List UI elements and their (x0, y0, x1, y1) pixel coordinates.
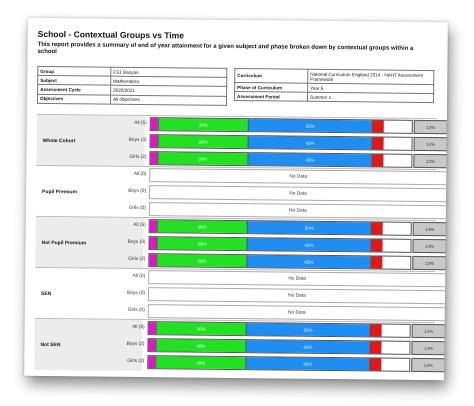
info-key: Objectives (37, 93, 111, 104)
attainment-bar: 36% 42% (148, 236, 412, 253)
blue-segment: 42% (247, 136, 372, 150)
report-info-left: Group FS1 Banyan Subject Mathematics Asses… (37, 66, 227, 106)
report-page: School - Contextual Groups vs Time This … (24, 17, 448, 381)
row-label: All (5) (133, 222, 146, 229)
blue-segment: 50% (245, 323, 370, 337)
green-segment: 36% (155, 339, 246, 353)
row-label: Girls (2) (127, 358, 145, 365)
info-key: Assessment Period (234, 91, 308, 102)
attainment-bar: 36% 50% (147, 321, 411, 338)
report-info-right: Curriculum National Curriculum England 20… (234, 68, 434, 103)
red-segment (370, 222, 383, 235)
red-segment (371, 137, 384, 150)
report-title: School - Contextual Groups vs Time (37, 28, 185, 41)
no-data-cell: No Data (147, 287, 447, 305)
grey-segment: 14% (411, 340, 446, 356)
blue-segment: 45% (246, 255, 371, 269)
red-segment (370, 239, 383, 252)
contextual-group: Whole Cohort All (5) 36% 50% 14% Boys (3) 36% 4… (36, 113, 448, 171)
blue-segment: 45% (247, 153, 372, 167)
grey-segment: 14% (412, 238, 447, 254)
grey-segment: 13% (412, 255, 447, 271)
row-label: Boys (3) (128, 137, 147, 144)
attainment-bar: 36% 50% (148, 219, 412, 236)
blue-segment: 45% (245, 357, 370, 371)
contextual-group: Pupil Premium All (0) No Data Boys (0) No Da… (35, 164, 448, 222)
no-data-cell: No Data (149, 168, 448, 186)
contextual-group: SEN All (0) No Data Boys (0) No Data Girls (0… (34, 266, 447, 324)
red-segment (371, 154, 384, 167)
contextual-group: Not SEN All (5) 36% 50% 14% Boys (3) 36% 42% 14%… (34, 317, 446, 375)
red-segment (369, 341, 382, 354)
row-label: Girls (2) (129, 154, 147, 161)
info-row-period: Assessment Period Summer 1 (234, 91, 434, 103)
row-label: Boys (3) (127, 239, 146, 246)
blue-segment: 42% (245, 340, 370, 354)
green-segment: 39% (155, 356, 246, 370)
contextual-group: Not Pupil Premium All (5) 36% 50% 14% Boys (3… (35, 215, 447, 273)
no-data-cell: No Data (148, 185, 448, 203)
grey-segment: 14% (413, 136, 448, 152)
green-segment: 39% (157, 152, 248, 166)
attainment-grid: Whole Cohort All (5) 36% 50% 14% Boys (3) 36% 4… (34, 113, 448, 375)
grey-segment: 14% (412, 221, 447, 237)
row-label: All (5) (132, 324, 145, 331)
green-segment: 39% (156, 254, 247, 268)
row-label: All (5) (134, 120, 147, 127)
attainment-bar: 36% 42% (147, 338, 411, 355)
row-label: All (0) (133, 171, 147, 178)
blue-segment: 50% (246, 221, 371, 235)
info-key: Curriculum (234, 68, 308, 84)
info-value: All objectives (110, 94, 227, 106)
grey-segment: 14% (413, 119, 448, 135)
row-label: Boys (0) (128, 188, 147, 195)
no-data-cell: No Data (148, 270, 447, 288)
row-label: Girls (2) (128, 256, 146, 263)
row-label: All (0) (132, 273, 146, 280)
green-segment: 36% (156, 220, 247, 234)
row-label: Boys (3) (126, 341, 145, 348)
info-value: Summer 1 (307, 92, 434, 103)
attainment-bar: 39% 45% (148, 253, 412, 270)
red-segment (369, 324, 382, 337)
attainment-bar: 39% 45% (149, 151, 413, 168)
green-segment: 36% (157, 118, 248, 132)
blue-segment: 50% (247, 119, 372, 133)
grey-segment: 13% (411, 357, 446, 373)
blue-segment: 42% (246, 238, 371, 252)
red-segment (371, 120, 384, 133)
info-value: National Curriculum England 2014 - NAHT … (307, 69, 434, 85)
row-label: Girls (0) (127, 307, 145, 314)
row-label: Boys (0) (127, 290, 146, 297)
attainment-bar: 36% 42% (149, 134, 413, 151)
row-label: Girls (0) (128, 205, 146, 212)
attainment-bar: 39% 45% (147, 355, 411, 372)
red-segment (369, 358, 382, 371)
grey-segment: 13% (413, 153, 448, 169)
report-description: This report provides a summary of end of… (37, 41, 414, 56)
info-row-objectives: Objectives All objectives (37, 93, 227, 106)
red-segment (370, 256, 383, 269)
green-segment: 36% (156, 237, 247, 251)
green-segment: 36% (155, 322, 246, 336)
green-segment: 36% (157, 135, 248, 149)
attainment-bar: 36% 50% (149, 117, 413, 134)
grey-segment: 14% (411, 323, 446, 339)
